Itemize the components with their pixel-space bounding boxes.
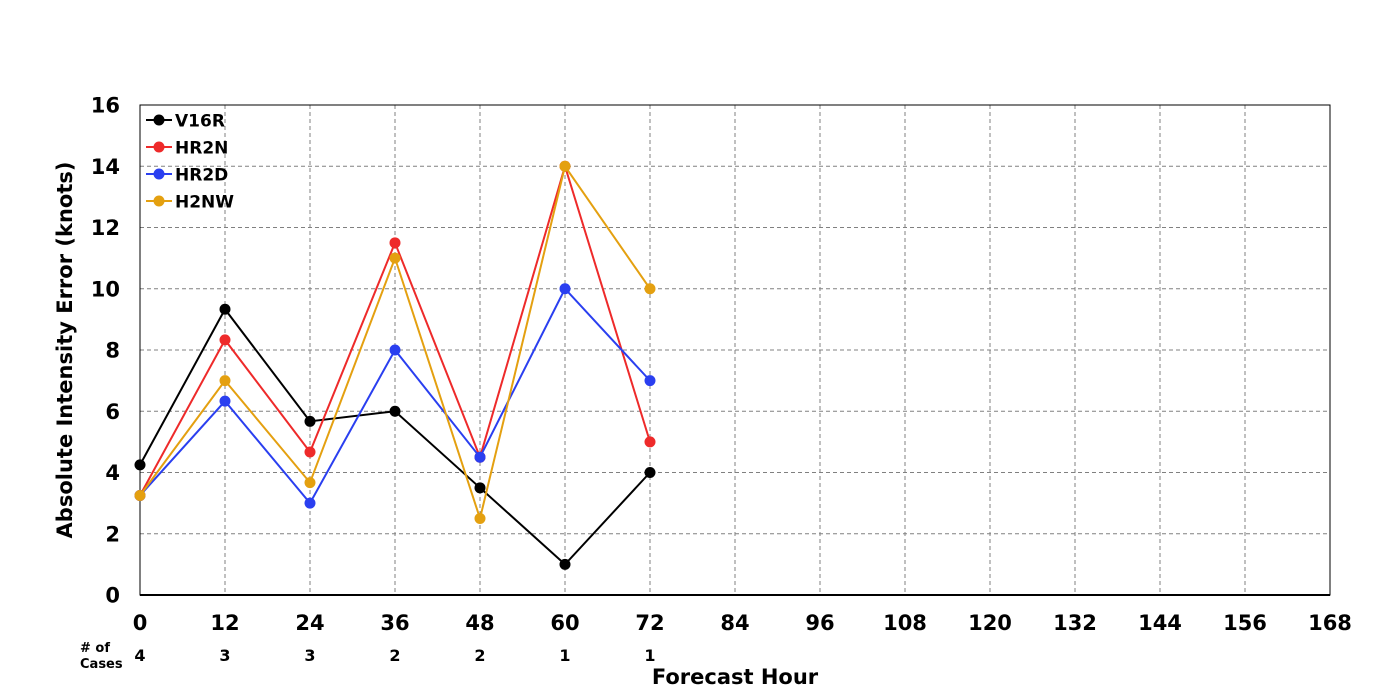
y-tick-label: 0 <box>105 584 120 608</box>
data-point <box>559 160 571 172</box>
legend-swatch-marker <box>153 195 165 207</box>
data-point <box>304 477 316 489</box>
x-axis-title: Forecast Hour <box>652 665 819 689</box>
data-point <box>389 252 401 264</box>
x-tick-label: 108 <box>883 611 927 635</box>
y-tick-label: 14 <box>91 155 120 179</box>
series-v16r <box>134 303 656 570</box>
data-point <box>644 375 656 387</box>
data-point <box>304 446 316 458</box>
x-tick-label: 12 <box>210 611 239 635</box>
cases-row: 4 3 3 2 2 1 1 <box>134 646 655 665</box>
x-tick-label: 48 <box>465 611 494 635</box>
x-tick-label: 120 <box>968 611 1012 635</box>
data-point <box>474 451 486 463</box>
cases-label-line2: Cases <box>80 657 123 672</box>
case-count: 1 <box>644 646 655 665</box>
data-point <box>389 237 401 249</box>
x-tick-label: 144 <box>1138 611 1182 635</box>
data-point <box>559 283 571 295</box>
series-hr2d <box>134 283 656 509</box>
data-point <box>644 283 656 295</box>
x-tick-label: 168 <box>1308 611 1352 635</box>
y-tick-label: 6 <box>105 400 120 424</box>
y-axis-title: Absolute Intensity Error (knots) <box>53 162 77 539</box>
legend-swatch-marker <box>153 141 165 153</box>
x-tick-label: 36 <box>380 611 409 635</box>
data-point <box>304 415 316 427</box>
data-point <box>389 344 401 356</box>
x-tick-label: 156 <box>1223 611 1267 635</box>
x-tick-label: 24 <box>295 611 324 635</box>
x-tick-label: 72 <box>635 611 664 635</box>
data-point <box>474 512 486 524</box>
data-point <box>219 395 231 407</box>
data-point <box>219 375 231 387</box>
legend-swatch-marker <box>153 114 165 126</box>
case-count: 2 <box>389 646 400 665</box>
x-tick-label: 0 <box>133 611 148 635</box>
case-count: 2 <box>474 646 485 665</box>
legend-swatch-marker <box>153 168 165 180</box>
cases-label-line1: # of <box>80 641 110 656</box>
data-point <box>134 459 146 471</box>
x-tick-label: 132 <box>1053 611 1097 635</box>
series-layer <box>134 160 656 570</box>
y-tick-label: 2 <box>105 522 120 546</box>
y-tick-label: 12 <box>91 216 120 240</box>
case-count: 3 <box>304 646 315 665</box>
y-tick-labels: 0 2 4 6 8 10 12 14 16 <box>91 94 120 608</box>
data-point <box>389 405 401 417</box>
legend-label: HR2D <box>175 166 228 186</box>
data-point <box>559 558 571 570</box>
series-h2nw <box>134 160 656 524</box>
y-tick-label: 8 <box>105 339 120 363</box>
grid-lines <box>140 105 1330 595</box>
legend-label: V16R <box>175 112 225 132</box>
legend-item-hr2n: HR2N <box>146 139 228 159</box>
data-point <box>134 489 146 501</box>
legend-label: H2NW <box>175 193 234 213</box>
data-point <box>304 497 316 509</box>
data-point <box>644 467 656 478</box>
case-count: 4 <box>134 646 145 665</box>
y-tick-label: 16 <box>91 94 120 118</box>
y-tick-label: 4 <box>105 461 120 485</box>
data-point <box>219 334 231 346</box>
data-point <box>644 436 656 448</box>
legend-item-v16r: V16R <box>146 112 225 132</box>
legend-label: HR2N <box>175 139 228 159</box>
case-count: 3 <box>219 646 230 665</box>
legend-item-h2nw: H2NW <box>146 193 234 213</box>
case-count: 1 <box>559 646 570 665</box>
x-tick-label: 84 <box>720 611 749 635</box>
legend: V16R HR2N HR2D H2NW <box>146 112 234 213</box>
x-tick-label: 60 <box>550 611 579 635</box>
x-tick-label: 96 <box>805 611 834 635</box>
legend-item-hr2d: HR2D <box>146 166 228 186</box>
data-point <box>474 482 486 494</box>
y-tick-label: 10 <box>91 277 120 301</box>
x-tick-labels: 0 12 24 36 48 60 72 84 96 108 120 132 144 156 168 <box>133 611 1352 635</box>
data-point <box>219 303 231 315</box>
